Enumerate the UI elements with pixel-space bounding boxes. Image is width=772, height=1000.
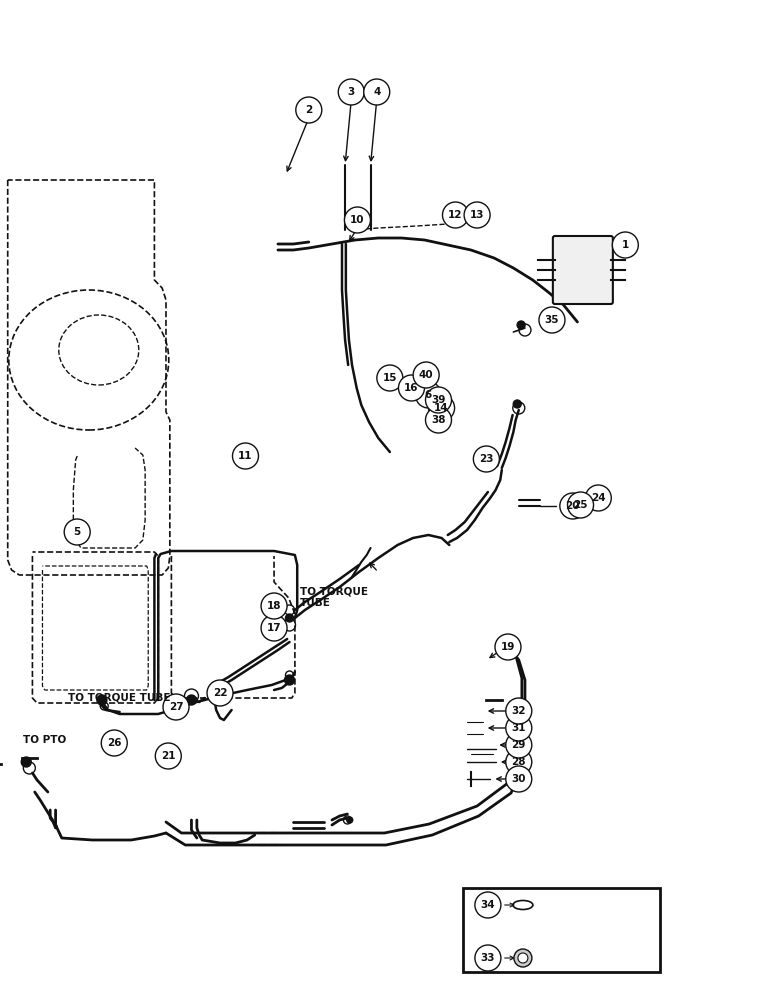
Text: 24: 24 — [591, 493, 605, 503]
Circle shape — [261, 593, 287, 619]
Text: 32: 32 — [512, 706, 526, 716]
Circle shape — [506, 698, 532, 724]
Text: 5: 5 — [73, 527, 81, 537]
Text: 40: 40 — [419, 370, 433, 380]
Circle shape — [97, 695, 107, 705]
Circle shape — [338, 79, 364, 105]
Circle shape — [506, 732, 532, 758]
Circle shape — [163, 694, 189, 720]
Circle shape — [22, 757, 31, 767]
FancyBboxPatch shape — [553, 236, 613, 304]
Text: 21: 21 — [161, 751, 175, 761]
Text: 12: 12 — [449, 210, 462, 220]
Circle shape — [347, 817, 353, 823]
Circle shape — [364, 79, 390, 105]
Circle shape — [285, 675, 294, 685]
Circle shape — [464, 202, 490, 228]
Text: 28: 28 — [512, 757, 526, 767]
Text: 29: 29 — [512, 740, 526, 750]
Circle shape — [514, 949, 532, 967]
Circle shape — [612, 232, 638, 258]
Circle shape — [513, 400, 521, 408]
Circle shape — [286, 614, 293, 622]
Text: 23: 23 — [479, 454, 493, 464]
Circle shape — [567, 492, 594, 518]
Text: 11: 11 — [239, 451, 252, 461]
Text: 25: 25 — [574, 500, 587, 510]
Circle shape — [296, 97, 322, 123]
Bar — [463, 888, 660, 972]
Text: 4: 4 — [373, 87, 381, 97]
Text: 19: 19 — [501, 642, 515, 652]
Circle shape — [475, 892, 501, 918]
Circle shape — [585, 485, 611, 511]
Text: 13: 13 — [470, 210, 484, 220]
Circle shape — [64, 519, 90, 545]
Text: 27: 27 — [169, 702, 183, 712]
Circle shape — [475, 945, 501, 971]
Text: 34: 34 — [481, 900, 495, 910]
Circle shape — [207, 680, 233, 706]
Circle shape — [155, 743, 181, 769]
Text: 39: 39 — [432, 395, 445, 405]
Text: 20: 20 — [566, 501, 580, 511]
Text: 30: 30 — [512, 774, 526, 784]
Circle shape — [187, 695, 196, 705]
Text: 16: 16 — [405, 383, 418, 393]
Circle shape — [506, 749, 532, 775]
Circle shape — [539, 307, 565, 333]
Text: 17: 17 — [267, 623, 281, 633]
Circle shape — [101, 730, 127, 756]
Text: TO TORQUE TUBE: TO TORQUE TUBE — [68, 693, 171, 703]
Text: TO PTO: TO PTO — [23, 735, 66, 745]
Text: 22: 22 — [213, 688, 227, 698]
Circle shape — [560, 493, 586, 519]
Text: 31: 31 — [512, 723, 526, 733]
Circle shape — [518, 953, 528, 963]
Text: 6: 6 — [425, 390, 432, 400]
Circle shape — [398, 375, 425, 401]
Text: 2: 2 — [305, 105, 313, 115]
Circle shape — [232, 443, 259, 469]
Circle shape — [213, 687, 222, 697]
Text: 10: 10 — [350, 215, 364, 225]
Text: TO TORQUE
TUBE: TO TORQUE TUBE — [300, 586, 367, 608]
Text: 35: 35 — [545, 315, 559, 325]
Circle shape — [415, 382, 442, 408]
Circle shape — [344, 207, 371, 233]
Circle shape — [442, 202, 469, 228]
Circle shape — [506, 766, 532, 792]
Text: 3: 3 — [347, 87, 355, 97]
Circle shape — [495, 634, 521, 660]
Circle shape — [473, 446, 499, 472]
Circle shape — [425, 387, 452, 413]
Circle shape — [517, 321, 525, 329]
Circle shape — [261, 615, 287, 641]
Circle shape — [425, 407, 452, 433]
Circle shape — [413, 362, 439, 388]
Text: 1: 1 — [621, 240, 629, 250]
Text: 26: 26 — [107, 738, 121, 748]
Text: 15: 15 — [383, 373, 397, 383]
Circle shape — [506, 715, 532, 741]
Circle shape — [377, 365, 403, 391]
Text: 18: 18 — [267, 601, 281, 611]
Circle shape — [428, 395, 455, 421]
Text: 14: 14 — [435, 403, 449, 413]
Text: 33: 33 — [481, 953, 495, 963]
Text: 38: 38 — [432, 415, 445, 425]
